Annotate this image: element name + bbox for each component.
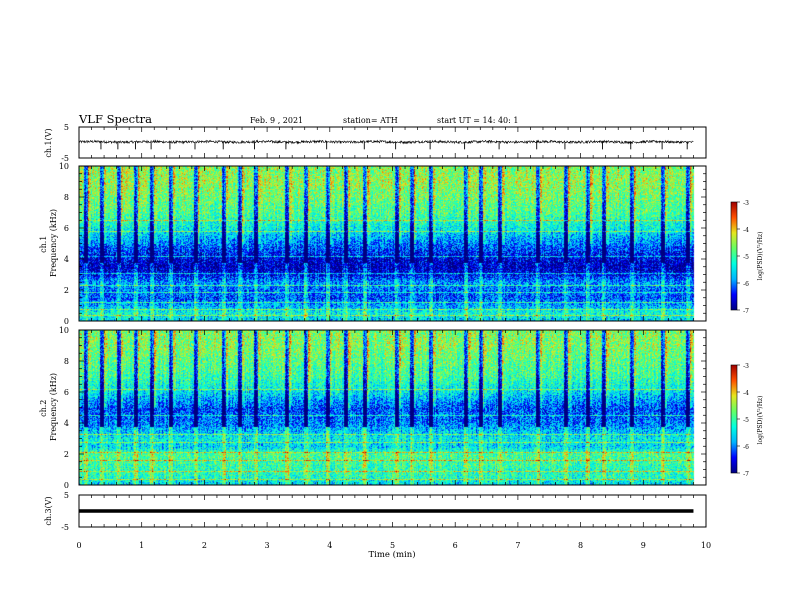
ch1-ytick-0: 0 bbox=[64, 317, 69, 326]
ch1-ytick-5: 5 bbox=[64, 123, 69, 132]
ch3-ytick-5: 5 bbox=[64, 491, 69, 500]
ch1-spectrogram-ylabel: ch.1 Frequency (kHz) bbox=[39, 209, 58, 277]
ch3-waveform-panel: 5 -5 ch.3(V) bbox=[44, 491, 707, 532]
ch1-ytick-minus5: -5 bbox=[61, 154, 69, 163]
ch1-spectrogram-panel: 0 2 4 6 8 10 ch.1 Frequency (kHz) -3 -4 … bbox=[39, 162, 764, 326]
ch1-ytick-10: 10 bbox=[59, 162, 69, 171]
ch1-cb-tick-6: -6 bbox=[743, 281, 749, 288]
x-tick-label: 3 bbox=[265, 541, 270, 550]
x-tick-label: 0 bbox=[76, 541, 81, 550]
start-time-label: start UT = 14: 40: 1 bbox=[437, 116, 518, 125]
ch2-spectrogram-image bbox=[79, 330, 706, 485]
ch1-spectrogram-image bbox=[79, 166, 706, 321]
ch1-colorbar-ticks bbox=[737, 201, 740, 311]
ch2-ytick-6: 6 bbox=[64, 388, 69, 397]
ch2-ylabel-frequency: Frequency (kHz) bbox=[49, 373, 58, 441]
ch2-cb-tick-3: -3 bbox=[743, 363, 749, 370]
ch2-cb-tick-5: -5 bbox=[743, 417, 749, 424]
ch3-trace bbox=[79, 509, 694, 513]
ch3-ytick-minus5: -5 bbox=[61, 523, 69, 532]
ch3-waveform-ticks bbox=[78, 494, 707, 528]
ch2-spectrogram-ylabel: ch.2 Frequency (kHz) bbox=[39, 373, 58, 441]
ch2-colorbar-ticks bbox=[737, 364, 740, 474]
ch1-cb-tick-7: -7 bbox=[743, 308, 749, 315]
x-tick-label: 7 bbox=[515, 541, 520, 550]
ch1-colorbar-label: log(PSD)(V²/Hz) bbox=[757, 232, 764, 281]
ch1-cb-tick-3: -3 bbox=[743, 200, 749, 207]
ch1-ytick-2: 2 bbox=[64, 286, 69, 295]
ch1-spectrogram-ticks bbox=[78, 165, 707, 322]
x-tick-label: 1 bbox=[139, 541, 144, 550]
ch3-waveform-ylabel: ch.3(V) bbox=[44, 496, 53, 525]
ch1-ylabel-channel: ch.1 bbox=[39, 236, 48, 253]
ch2-colorbar bbox=[730, 364, 738, 474]
ch2-cb-tick-6: -6 bbox=[743, 444, 749, 451]
ch1-cb-tick-4: -4 bbox=[743, 227, 749, 234]
ch1-spectrogram-canvas-wrap bbox=[79, 166, 706, 321]
ch1-ytick-6: 6 bbox=[64, 224, 69, 233]
x-tick-label: 2 bbox=[202, 541, 207, 550]
x-tick-label: 8 bbox=[578, 541, 583, 550]
ch1-waveform-panel: 5 -5 ch.1(V) bbox=[44, 123, 707, 163]
ch1-ylabel-frequency: Frequency (kHz) bbox=[49, 209, 58, 277]
ch1-cb-tick-5: -5 bbox=[743, 254, 749, 261]
x-tick-labels: 0 1 2 3 4 5 6 7 8 9 10 bbox=[76, 541, 711, 550]
ch3-waveform-band bbox=[79, 509, 694, 513]
ch2-ytick-0: 0 bbox=[64, 481, 69, 490]
ch2-spectrogram-canvas-wrap bbox=[79, 330, 706, 485]
ch1-trace bbox=[78, 139, 694, 150]
ch2-ytick-10: 10 bbox=[59, 326, 69, 335]
ch2-ytick-4: 4 bbox=[64, 419, 69, 428]
ch2-colorbar-label: log(PSD)(V²/Hz) bbox=[757, 396, 764, 445]
ch2-ytick-8: 8 bbox=[64, 357, 69, 366]
ch1-waveform-ylabel: ch.1(V) bbox=[44, 128, 53, 157]
x-tick-label: 6 bbox=[453, 541, 458, 550]
ch1-waveform-line bbox=[78, 139, 694, 145]
ch1-waveform-ticks bbox=[78, 126, 707, 159]
figure-title: VLF Spectra bbox=[78, 112, 152, 126]
ch1-ytick-8: 8 bbox=[64, 193, 69, 202]
date-label: Feb. 9 , 2021 bbox=[250, 116, 303, 125]
x-tick-label: 9 bbox=[641, 541, 646, 550]
ch2-ytick-2: 2 bbox=[64, 450, 69, 459]
ch1-colorbar bbox=[730, 201, 738, 311]
ch2-cb-tick-4: -4 bbox=[743, 390, 749, 397]
ch2-spectrogram-panel: 0 2 4 6 8 10 ch.2 Frequency (kHz) -3 -4 … bbox=[39, 326, 764, 490]
ch1-ytick-4: 4 bbox=[64, 255, 69, 264]
station-label: station= ATH bbox=[343, 116, 398, 125]
x-axis-label: Time (min) bbox=[368, 549, 415, 560]
ch2-cb-tick-7: -7 bbox=[743, 471, 749, 478]
x-tick-label: 5 bbox=[390, 541, 395, 550]
x-tick-label: 4 bbox=[327, 541, 332, 550]
ch2-ylabel-channel: ch.2 bbox=[39, 400, 48, 417]
ch2-spectrogram-ticks bbox=[78, 329, 707, 486]
x-tick-label: 10 bbox=[701, 541, 711, 550]
